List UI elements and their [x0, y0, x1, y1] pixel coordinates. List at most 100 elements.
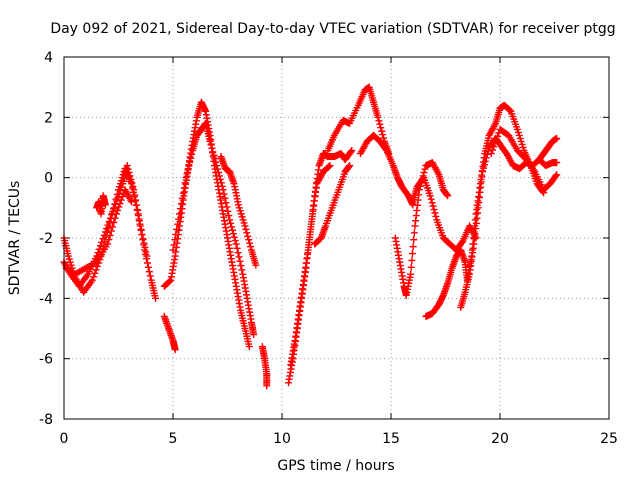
data-point: [210, 151, 218, 159]
data-point: [553, 171, 561, 179]
data-point: [172, 231, 180, 239]
data-point: [175, 215, 183, 223]
data-point: [100, 231, 108, 239]
x-tick-label: 0: [60, 431, 69, 447]
data-point: [215, 172, 223, 180]
data-point: [552, 172, 560, 180]
y-tick-label: -8: [39, 412, 53, 428]
y-tick-label: 0: [44, 171, 53, 187]
data-point: [136, 222, 144, 230]
data-point: [487, 150, 495, 158]
data-point: [482, 154, 490, 162]
data-point: [99, 235, 107, 243]
data-point: [101, 228, 109, 236]
data-point: [114, 206, 122, 214]
data-point: [117, 196, 125, 204]
data-point: [176, 210, 184, 218]
data-point: [238, 266, 246, 274]
data-point: [141, 243, 149, 251]
data-point: [325, 162, 333, 170]
data-point: [237, 262, 245, 270]
data-point: [183, 170, 191, 178]
data-point: [143, 252, 151, 260]
data-point: [222, 199, 230, 207]
data-point: [188, 150, 196, 158]
data-point: [212, 158, 220, 166]
data-point: [152, 294, 160, 302]
data-point: [88, 276, 96, 284]
data-point: [166, 277, 174, 285]
data-point: [206, 137, 214, 145]
data-point: [471, 216, 479, 224]
data-point: [245, 343, 253, 351]
data-point: [140, 239, 148, 247]
data-point: [177, 200, 185, 208]
data-point: [490, 143, 498, 151]
data-point: [171, 236, 179, 244]
data-point: [480, 161, 488, 169]
data-point: [208, 144, 216, 152]
data-point: [408, 250, 416, 258]
data-point: [234, 249, 242, 257]
data-point: [176, 205, 184, 213]
data-point: [227, 219, 235, 227]
data-point: [180, 184, 188, 192]
data-point: [494, 132, 502, 140]
data-point: [410, 236, 418, 244]
data-point: [146, 272, 154, 280]
data-point: [108, 211, 116, 219]
data-point: [104, 221, 112, 229]
data-point: [427, 195, 435, 203]
x-tick-label: 5: [169, 431, 178, 447]
x-tick-label: 15: [382, 431, 400, 447]
y-tick-label: -2: [39, 231, 53, 247]
data-point: [326, 162, 334, 170]
x-tick-label: 25: [600, 431, 618, 447]
data-point: [185, 162, 193, 170]
data-point: [431, 209, 439, 217]
data-point: [221, 194, 229, 202]
data-point: [375, 117, 383, 125]
data-point: [123, 162, 131, 170]
data-point: [133, 206, 141, 214]
data-point: [229, 230, 237, 238]
x-tick-label: 10: [273, 431, 291, 447]
y-tick-label: 4: [44, 50, 53, 66]
data-point: [379, 131, 387, 139]
y-tick-label: -6: [39, 352, 53, 368]
data-point: [173, 225, 181, 233]
data-point: [432, 212, 440, 220]
data-point: [170, 241, 178, 249]
data-point: [144, 263, 152, 271]
data-point: [143, 259, 151, 267]
data-point: [138, 231, 146, 239]
data-point: [115, 203, 123, 211]
data-point: [470, 234, 478, 242]
data-point: [127, 175, 135, 183]
data-point: [410, 229, 418, 237]
data-point: [111, 214, 119, 222]
chart-title: Day 092 of 2021, Sidereal Day-to-day VTE…: [50, 21, 615, 37]
data-point: [214, 168, 222, 176]
data-point: [129, 182, 137, 190]
data-point: [378, 127, 386, 135]
data-point: [374, 113, 382, 121]
data-point: [107, 227, 115, 235]
data-point: [218, 182, 226, 190]
data-point: [174, 220, 182, 228]
data-point: [553, 159, 561, 167]
data-point: [104, 240, 112, 248]
data-point: [263, 382, 271, 390]
data-point: [90, 273, 98, 281]
data-point: [226, 216, 234, 224]
data-point: [209, 148, 217, 156]
y-tick-label: -4: [39, 291, 53, 307]
data-point: [103, 225, 111, 233]
data-point: [134, 212, 142, 220]
y-axis-title: SDTVAR / TECUs: [7, 181, 23, 296]
data-point: [106, 231, 114, 239]
data-point: [130, 186, 138, 194]
data-point: [128, 179, 136, 187]
data-point: [112, 210, 120, 218]
